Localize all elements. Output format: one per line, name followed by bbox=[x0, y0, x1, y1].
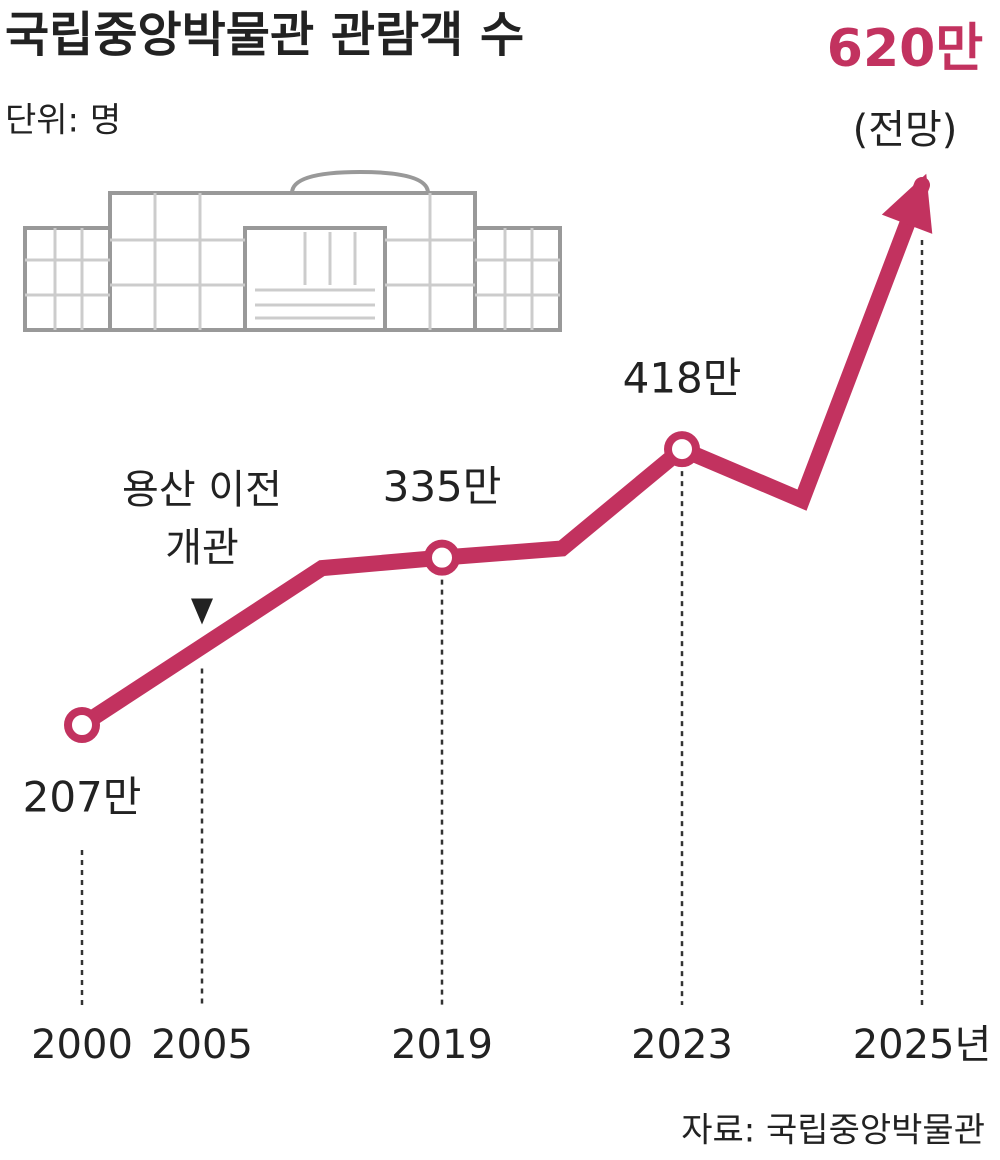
x-tick-label: 2000 bbox=[31, 1022, 133, 1068]
value-label: 418만 bbox=[623, 354, 742, 403]
point-marker bbox=[64, 707, 100, 743]
forecast-label: (전망) bbox=[853, 107, 958, 153]
value-label: 620만 bbox=[827, 19, 983, 79]
annotation: 개관 bbox=[165, 525, 239, 571]
arrow-head bbox=[881, 173, 933, 234]
building-illustration bbox=[23, 169, 562, 332]
value-label: 335만 bbox=[383, 462, 502, 511]
point-marker bbox=[424, 539, 460, 576]
chart-title: 국립중앙박물관 관람객 수 bbox=[5, 7, 524, 63]
x-tick-label: 2025년 bbox=[853, 1022, 992, 1068]
value-label: 207만 bbox=[23, 773, 142, 822]
x-tick-label: 2023 bbox=[631, 1022, 733, 1068]
source: 자료: 국립중앙박물관 bbox=[681, 1111, 985, 1151]
annotation-marker bbox=[191, 598, 213, 625]
x-tick-label: 2019 bbox=[391, 1022, 493, 1068]
point-marker bbox=[664, 431, 700, 468]
line bbox=[74, 177, 930, 733]
unit-label: 단위: 명 bbox=[5, 101, 121, 141]
annotation: 용산 이전 bbox=[122, 467, 282, 513]
x-tick-label: 2005 bbox=[151, 1022, 253, 1068]
